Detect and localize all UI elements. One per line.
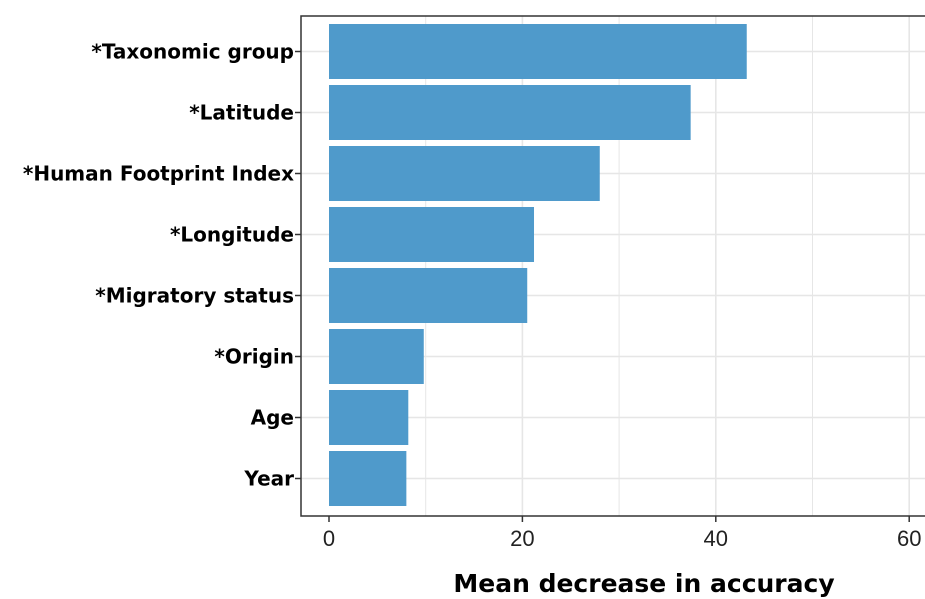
bar (329, 390, 409, 445)
axes (295, 15, 925, 522)
x-tick-label: 40 (704, 526, 728, 551)
x-axis-title: Mean decrease in accuracy (453, 569, 834, 598)
bar (329, 207, 535, 262)
bar (329, 146, 600, 201)
bar (329, 268, 528, 323)
category-label: *Origin (214, 345, 294, 369)
category-label: Year (243, 467, 294, 491)
x-tick-label: 60 (897, 526, 921, 551)
bar (329, 451, 407, 506)
x-tick-label: 0 (323, 526, 335, 551)
category-label: *Longitude (170, 223, 294, 247)
category-label: *Human Footprint Index (23, 162, 294, 186)
bar (329, 329, 424, 384)
category-label: *Migratory status (95, 284, 294, 308)
bar (329, 24, 747, 79)
labels: *Taxonomic group *Latitude *Human Footprin… (23, 40, 922, 552)
bars (329, 24, 747, 506)
category-label: *Taxonomic group (91, 40, 294, 64)
category-label: Age (251, 406, 294, 430)
category-label: *Latitude (189, 101, 294, 125)
bar (329, 85, 691, 140)
x-tick-label: 20 (510, 526, 534, 551)
panel-border (300, 15, 925, 517)
